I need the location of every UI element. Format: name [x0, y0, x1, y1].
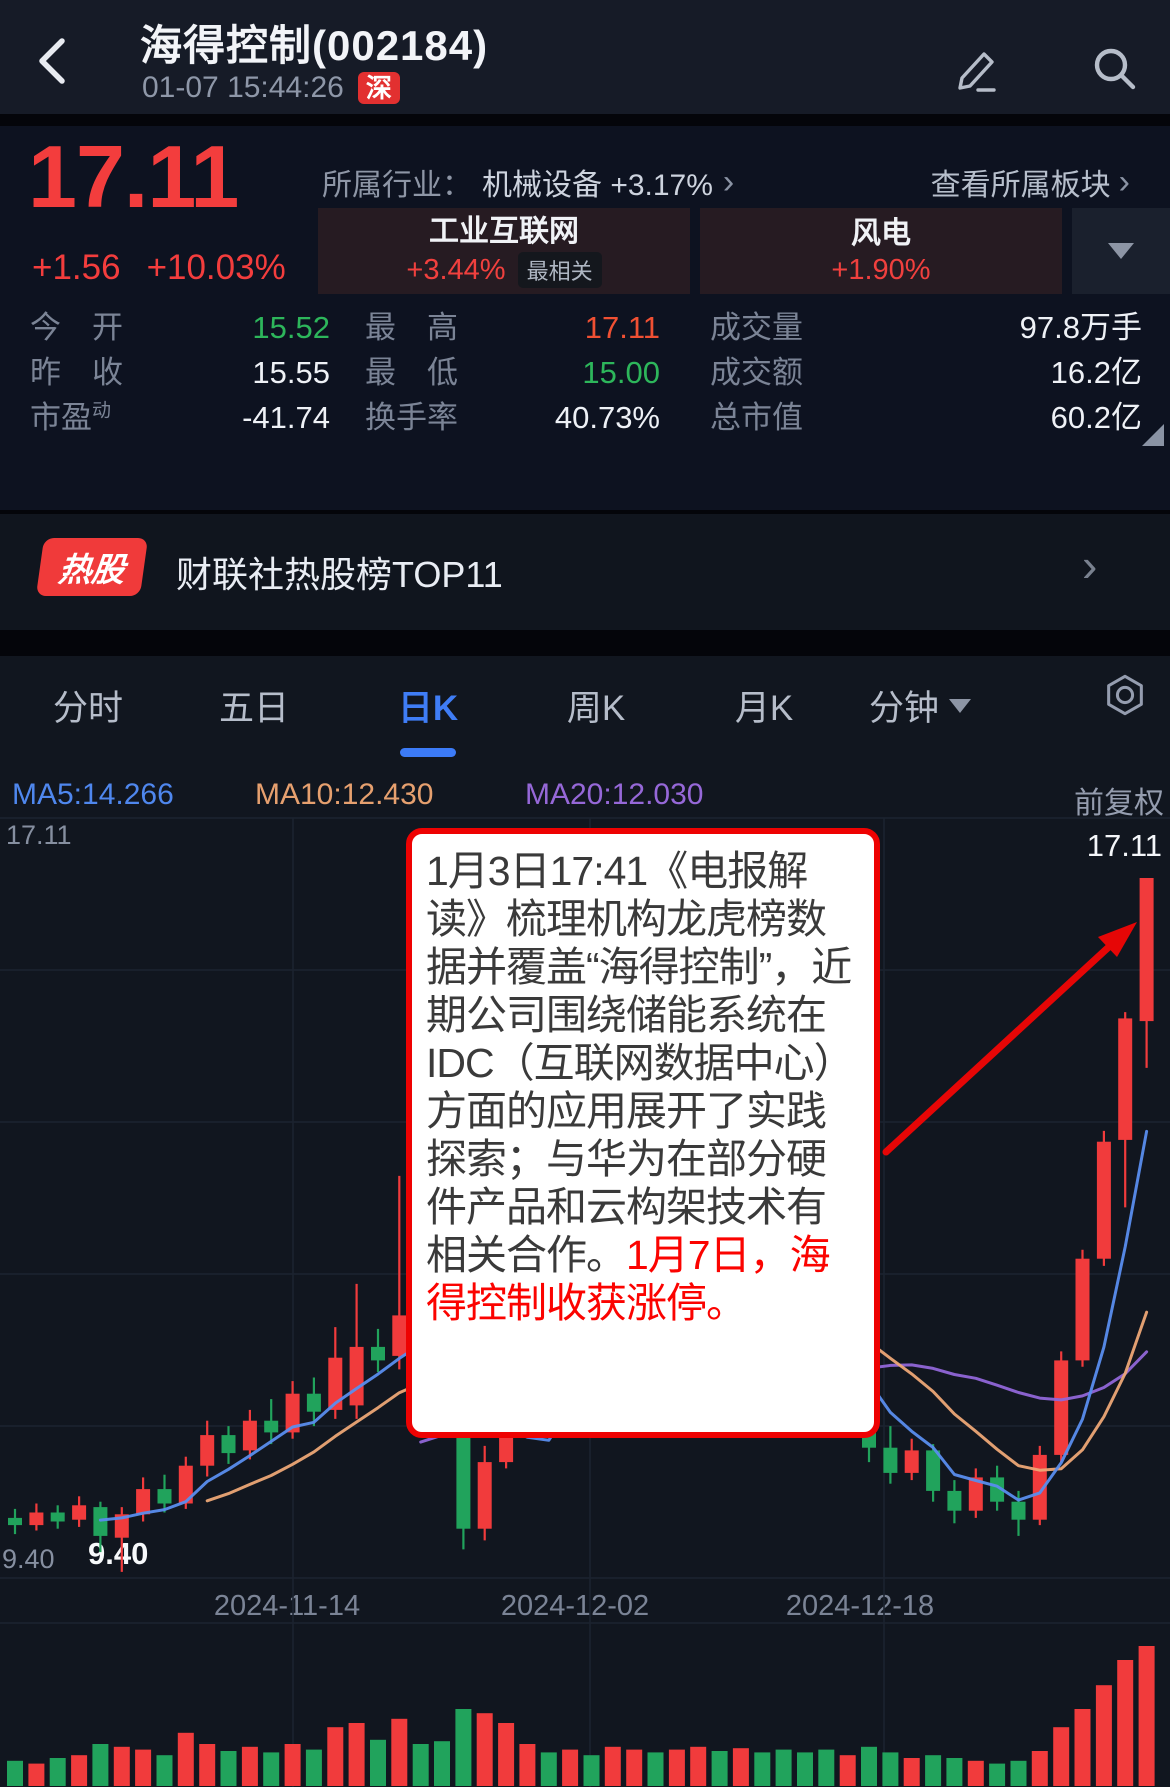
stat-value: 17.11: [584, 310, 660, 345]
industry-row[interactable]: 所属行业： 机械设备 +3.17% ›: [322, 160, 734, 204]
market-badge: 深: [357, 71, 400, 105]
chart-settings-icon[interactable]: [1104, 674, 1146, 716]
industry-label: 所属行业：: [322, 169, 472, 202]
price-change-pct: +10.03%: [146, 248, 286, 287]
sector-pct: +3.44%: [406, 253, 506, 286]
low-price-marker: 9.40: [88, 1536, 149, 1571]
stat-value: 40.73%: [554, 400, 660, 435]
stat-cell: 总市值 60.2亿: [710, 392, 1142, 435]
stat-label: 换手率: [365, 400, 458, 435]
ma10-label: MA10:12.430: [255, 778, 434, 811]
most-related-badge: 最相关: [517, 252, 602, 288]
expand-corner-icon[interactable]: [1142, 424, 1164, 446]
tab-five-day[interactable]: 五日: [218, 689, 290, 728]
annotation-text: 1月3日17:41《电报解读》梳理机构龙虎榜数据并覆盖“海得控制”，近期公司围绕…: [426, 848, 855, 1278]
stat-cell: 市盈动 -41.74: [30, 392, 330, 435]
stat-label: 最 低: [365, 355, 458, 390]
stat-cell: 今 开 15.52: [30, 302, 330, 345]
sector-chip-wind-power[interactable]: 风电 +1.90%: [700, 208, 1062, 294]
stat-value: -41.74: [242, 400, 330, 435]
sector-name: 工业互联网: [429, 215, 579, 248]
divider: [0, 630, 1170, 656]
stat-cell: 最 高 17.11: [365, 302, 660, 345]
stat-value: 97.8万手: [1019, 310, 1142, 345]
stat-cell: 成交额 16.2亿: [710, 347, 1142, 390]
price-change-row: +1.56 +10.03%: [32, 248, 286, 288]
hot-stock-badge: 热股: [35, 538, 149, 596]
stat-label: 成交额: [710, 355, 803, 390]
quote-timestamp: 01-07 15:44:26: [142, 71, 344, 104]
hot-badge-label: 热股: [56, 551, 127, 588]
stat-cell: 成交量 97.8万手: [710, 302, 1142, 345]
tab-minute-dropdown[interactable]: 分钟: [868, 680, 972, 731]
price-max-label: 17.11: [6, 820, 72, 850]
edit-icon[interactable]: [948, 40, 1004, 96]
quote-timestamp-row: 01-07 15:44:26 深: [142, 70, 400, 106]
tab-minute-line[interactable]: 分时: [52, 689, 124, 728]
price-min-label: 9.40: [2, 1544, 55, 1574]
adjust-mode-label[interactable]: 前复权: [1074, 787, 1164, 820]
search-icon[interactable]: [1086, 40, 1142, 96]
active-tab-underline: [400, 748, 456, 757]
volume-bars-group: [7, 1646, 1155, 1786]
x-axis-date-label: 2024-11-14: [213, 1590, 361, 1622]
tab-monthly-k[interactable]: 月K: [734, 689, 794, 728]
stat-label: 市盈动: [30, 400, 112, 435]
stat-value: 15.55: [252, 355, 330, 390]
hot-stock-text: 财联社热股榜TOP11: [176, 554, 503, 595]
page-title: 海得控制(002184): [140, 22, 489, 69]
chevron-right-icon: ›: [1118, 162, 1130, 201]
annotation-note: 1月3日17:41《电报解读》梳理机构龙虎榜数据并覆盖“海得控制”，近期公司围绕…: [406, 828, 880, 1438]
price-high-right-label: 17.11: [1086, 828, 1162, 863]
chevron-down-icon: [949, 698, 972, 713]
stat-label-sup: 动: [92, 400, 112, 422]
minute-label: 分钟: [868, 689, 940, 728]
stat-label: 成交量: [710, 310, 803, 345]
stat-value: 15.00: [582, 355, 660, 390]
stat-label: 今 开: [30, 310, 123, 345]
x-axis-date-label: 2024-12-02: [500, 1590, 650, 1622]
chevron-right-icon: ›: [722, 162, 735, 201]
stat-cell: 换手率 40.73%: [365, 392, 660, 435]
view-sector-label: 查看所属板块: [930, 169, 1111, 202]
stat-cell: 最 低 15.00: [365, 347, 660, 390]
ma5-label: MA5:14.266: [12, 778, 174, 811]
view-sector-link[interactable]: 查看所属板块 ›: [931, 160, 1130, 204]
price-change: +1.56: [32, 248, 121, 287]
sector-pct: +1.90%: [831, 253, 931, 286]
sector-chip-industrial-internet[interactable]: 工业互联网 +3.44% 最相关: [318, 208, 690, 294]
x-axis-date-label: 2024-12-18: [785, 1590, 935, 1622]
stat-label: 最 高: [365, 310, 458, 345]
stat-value: 60.2亿: [1050, 400, 1142, 435]
tab-weekly-k[interactable]: 周K: [566, 689, 626, 728]
last-price: 17.11: [28, 127, 239, 226]
ma20-label: MA20:12.030: [525, 778, 704, 811]
stat-cell: 昨 收 15.55: [30, 347, 330, 390]
stat-label: 总市值: [710, 400, 803, 435]
stat-label: 昨 收: [30, 355, 123, 390]
chevron-right-icon: ›: [1082, 539, 1098, 591]
sector-dropdown-button[interactable]: [1072, 208, 1170, 294]
hot-stock-banner[interactable]: 热股 财联社热股榜TOP11 ›: [0, 514, 1170, 630]
stat-value: 16.2亿: [1050, 355, 1142, 390]
industry-value: 机械设备 +3.17%: [482, 169, 713, 202]
divider: [0, 114, 1170, 126]
header-bar: 海得控制(002184) 01-07 15:44:26 深: [0, 0, 1170, 114]
annotation-highlight: 1月7日，海得控制收获涨停。: [426, 1231, 831, 1326]
sector-name: 风电: [851, 216, 911, 250]
tab-daily-k[interactable]: 日K: [397, 689, 459, 728]
chevron-down-icon: [1108, 243, 1134, 259]
back-button[interactable]: [34, 36, 74, 86]
divider: [0, 510, 1170, 514]
stat-value: 15.52: [252, 310, 330, 345]
